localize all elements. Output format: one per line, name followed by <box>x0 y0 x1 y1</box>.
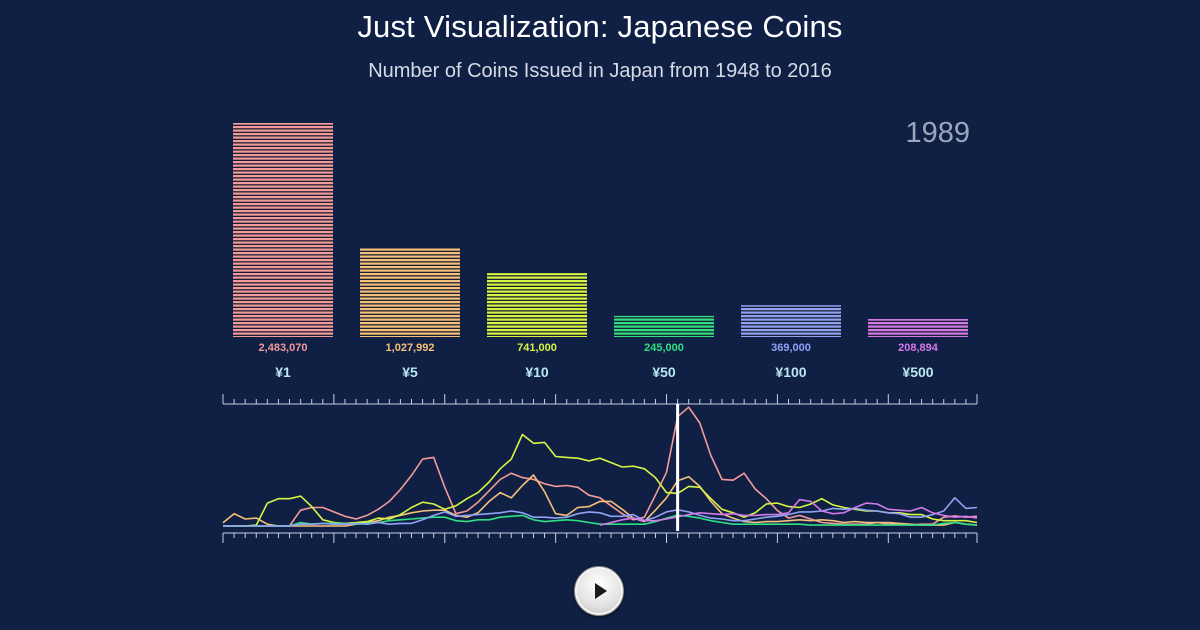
page-subtitle: Number of Coins Issued in Japan from 194… <box>368 60 832 82</box>
category-label: ¥100 <box>775 364 806 380</box>
series-line-0 <box>223 406 978 527</box>
series-line-5 <box>599 498 978 526</box>
bar-value-label: 245,000 <box>644 342 684 354</box>
category-label: ¥50 <box>652 364 676 380</box>
bar-5 <box>868 318 968 337</box>
page-title: Just Visualization: Japanese Coins <box>357 9 843 44</box>
play-icon <box>595 583 607 599</box>
category-label: ¥10 <box>525 364 549 380</box>
bar-0 <box>233 123 333 337</box>
bar-1 <box>360 248 460 337</box>
bar-value-label: 741,000 <box>517 342 557 354</box>
category-label: ¥5 <box>402 364 418 380</box>
bar-4 <box>741 305 841 337</box>
current-year-label: 1989 <box>905 117 970 149</box>
bar-value-label: 369,000 <box>771 342 811 354</box>
bar-2 <box>487 273 587 337</box>
bar-3 <box>614 315 714 337</box>
series-line-1 <box>222 474 978 527</box>
category-label: ¥500 <box>902 364 933 380</box>
category-label: ¥1 <box>275 364 291 380</box>
bar-value-label: 2,483,070 <box>259 342 308 354</box>
bar-value-label: 1,027,992 <box>386 342 435 354</box>
bar-value-label: 208,894 <box>898 342 939 354</box>
play-button[interactable] <box>574 566 624 616</box>
